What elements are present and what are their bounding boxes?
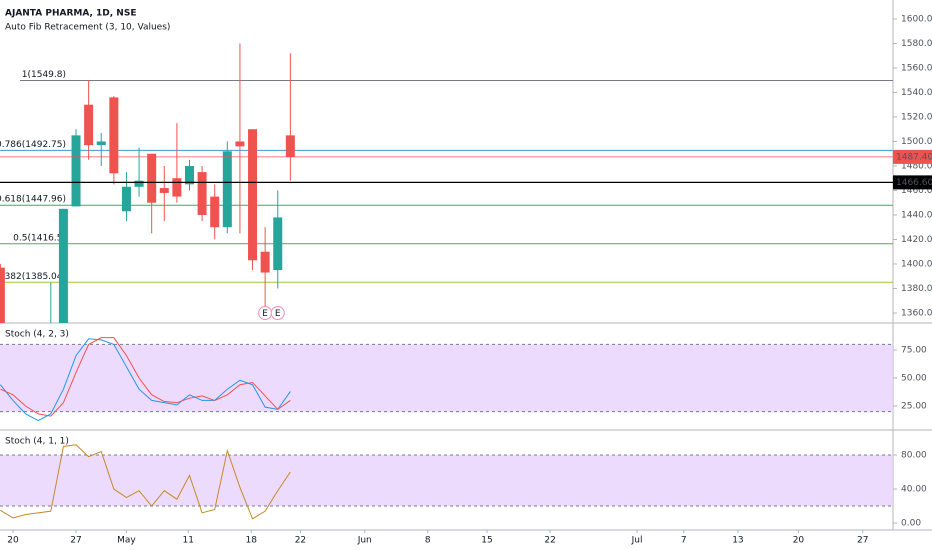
y-tick-label: 1360.00 xyxy=(901,308,932,318)
x-tick-label: 15 xyxy=(481,536,492,546)
x-tick-label: 27 xyxy=(857,536,868,546)
pane-title: Stoch (4, 1, 1) xyxy=(5,437,69,447)
candle-body xyxy=(0,267,5,323)
y-tick-label: 1600.00 xyxy=(901,14,932,24)
x-tick-label: 11 xyxy=(183,536,194,546)
y-tick-label: 1560.00 xyxy=(901,63,932,73)
y-tick-label: 1380.00 xyxy=(901,284,932,294)
price-axis: 1360.00 1380.00 1400.00 1420.00 1440.00 1460.… xyxy=(893,14,932,318)
y-tick-label: 1480.00 xyxy=(901,161,932,171)
y-tick-label: 75.00 xyxy=(901,346,927,356)
y-tick-label: 1440.00 xyxy=(901,210,932,220)
pane: 1(1549.8) 0.786(1492.75) 0.618(1447.96) 0.5… xyxy=(0,43,893,323)
price-axis: 25.00 50.00 75.00 xyxy=(893,346,927,412)
x-tick-label: 7 xyxy=(681,536,687,546)
pane xyxy=(0,444,893,520)
fib-label: 0.786(1492.75) xyxy=(0,140,66,150)
candle-body xyxy=(248,129,258,261)
x-tick-label: 18 xyxy=(246,536,258,546)
event-marker xyxy=(270,306,285,320)
candle-body xyxy=(273,217,283,271)
candle-body xyxy=(210,196,220,228)
candle-body xyxy=(58,208,68,323)
y-tick-label: 1500.00 xyxy=(901,137,932,147)
candle-body xyxy=(121,186,131,212)
pane xyxy=(0,337,893,422)
candle-body xyxy=(235,141,245,147)
x-tick-label: 22 xyxy=(295,536,306,546)
y-tick-label: 25.00 xyxy=(901,402,927,412)
pane-subtitle: Auto Fib Retracement (3, 10, Values) xyxy=(5,23,170,33)
y-tick-label: 1460.00 xyxy=(901,186,932,196)
x-tick-label: 20 xyxy=(7,536,19,546)
event-label: E xyxy=(262,309,268,319)
fib-label: 0.618(1447.96) xyxy=(0,195,66,205)
x-tick-label: 20 xyxy=(793,536,805,546)
candle-body xyxy=(285,135,295,157)
candle-body xyxy=(71,135,81,207)
band-fill xyxy=(0,344,893,412)
candle-body xyxy=(109,97,119,174)
x-tick-label: Jul xyxy=(631,536,643,546)
x-tick-label: Jun xyxy=(357,536,372,546)
y-tick-label: 0.00 xyxy=(901,519,921,529)
price-label: 1466.60 xyxy=(896,178,932,188)
x-tick-label: 27 xyxy=(70,536,81,546)
fib-label: 0.5(1416.5) xyxy=(13,233,66,243)
candle-body xyxy=(222,151,232,228)
price-label: 1487.40 xyxy=(896,152,932,162)
candle-body xyxy=(84,104,94,146)
candle-body xyxy=(159,188,169,193)
stoch-line xyxy=(0,337,291,417)
fib-label: 1(1549.8) xyxy=(22,70,66,80)
fib-label: 0.382(1385.04) xyxy=(0,272,66,282)
candle-body xyxy=(184,165,194,185)
y-tick-label: 1540.00 xyxy=(901,88,932,98)
pane-title: AJANTA PHARMA, 1D, NSE xyxy=(5,9,136,19)
price-label-box xyxy=(893,175,932,190)
event-label: E xyxy=(275,309,281,319)
x-tick-label: 22 xyxy=(544,536,555,546)
y-tick-label: 1580.00 xyxy=(901,39,932,49)
candle-body xyxy=(260,251,270,273)
stoch-line xyxy=(0,444,291,520)
x-tick-label: May xyxy=(117,536,136,546)
candle-body xyxy=(172,178,182,197)
y-tick-label: 1420.00 xyxy=(901,235,932,245)
y-tick-label: 1520.00 xyxy=(901,112,932,122)
y-tick-label: 40.00 xyxy=(901,485,927,495)
candle-body xyxy=(147,153,157,203)
candle-body xyxy=(197,172,207,215)
price-label-box xyxy=(893,149,932,164)
y-tick-label: 1400.00 xyxy=(901,259,932,269)
band-fill xyxy=(0,455,893,507)
y-tick-label: 80.00 xyxy=(901,451,927,461)
x-tick-label: 8 xyxy=(425,536,431,546)
stoch-line xyxy=(0,338,291,422)
candle-body xyxy=(96,141,106,146)
pane-title: Stoch (4, 2, 3) xyxy=(5,330,69,340)
price-axis: 0.00 40.00 80.00 xyxy=(893,451,927,529)
x-tick-label: 13 xyxy=(732,536,743,546)
y-tick-label: 50.00 xyxy=(901,374,927,384)
candle-body xyxy=(134,180,144,187)
